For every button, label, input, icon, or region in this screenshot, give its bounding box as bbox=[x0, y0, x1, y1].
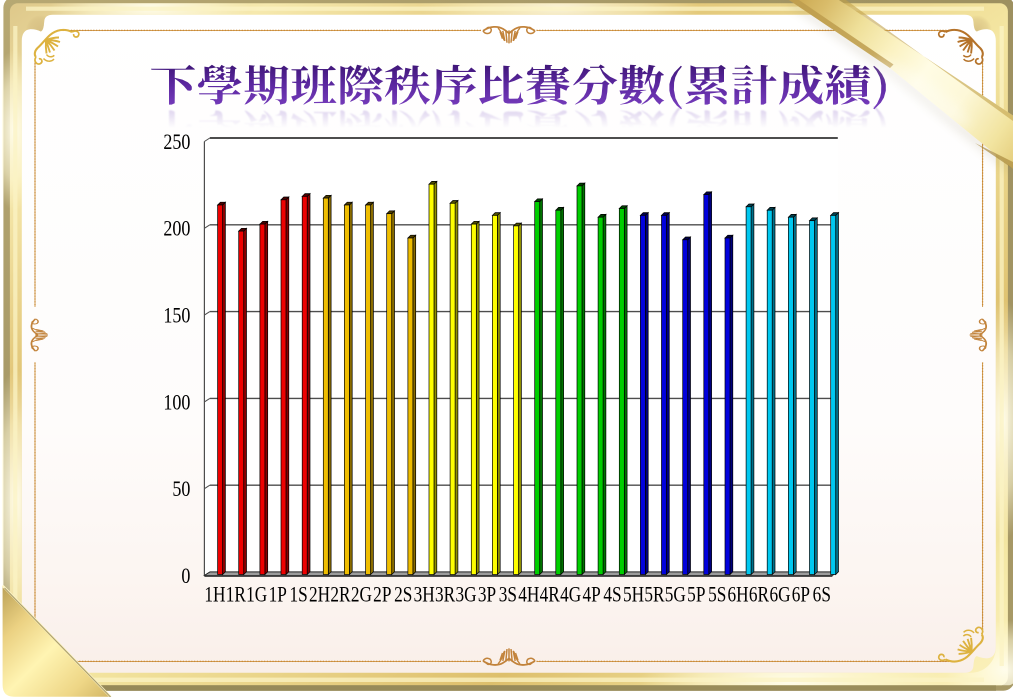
svg-text:5S: 5S bbox=[708, 583, 726, 607]
svg-text:6S: 6S bbox=[813, 583, 831, 607]
svg-text:4P: 4P bbox=[582, 583, 600, 607]
svg-text:5H: 5H bbox=[623, 583, 644, 607]
svg-text:3P: 3P bbox=[478, 583, 496, 607]
svg-text:2P: 2P bbox=[373, 583, 391, 607]
svg-text:2G: 2G bbox=[351, 583, 372, 607]
svg-text:4H: 4H bbox=[518, 583, 539, 607]
svg-text:3R: 3R bbox=[435, 583, 456, 607]
svg-text:1R: 1R bbox=[226, 583, 247, 607]
svg-text:1H: 1H bbox=[204, 583, 225, 607]
svg-text:3H: 3H bbox=[414, 583, 435, 607]
svg-text:250: 250 bbox=[163, 130, 190, 154]
svg-text:100: 100 bbox=[163, 391, 190, 415]
svg-text:3G: 3G bbox=[455, 583, 476, 607]
svg-text:4R: 4R bbox=[540, 583, 561, 607]
svg-text:2R: 2R bbox=[330, 583, 351, 607]
svg-text:1S: 1S bbox=[289, 583, 307, 607]
svg-text:5P: 5P bbox=[687, 583, 705, 607]
svg-text:2S: 2S bbox=[394, 583, 412, 607]
svg-text:150: 150 bbox=[163, 304, 190, 328]
svg-text:2H: 2H bbox=[309, 583, 330, 607]
svg-text:4G: 4G bbox=[560, 583, 581, 607]
svg-text:3S: 3S bbox=[499, 583, 517, 607]
svg-text:0: 0 bbox=[181, 564, 190, 588]
svg-text:5G: 5G bbox=[665, 583, 686, 607]
svg-text:6P: 6P bbox=[792, 583, 810, 607]
svg-text:6G: 6G bbox=[769, 583, 790, 607]
svg-text:50: 50 bbox=[172, 478, 190, 502]
svg-text:1G: 1G bbox=[246, 583, 267, 607]
svg-text:6R: 6R bbox=[749, 583, 770, 607]
svg-text:4S: 4S bbox=[603, 583, 621, 607]
svg-text:5R: 5R bbox=[644, 583, 665, 607]
svg-text:1P: 1P bbox=[269, 583, 287, 607]
svg-text:6H: 6H bbox=[728, 583, 749, 607]
svg-text:200: 200 bbox=[163, 217, 190, 241]
